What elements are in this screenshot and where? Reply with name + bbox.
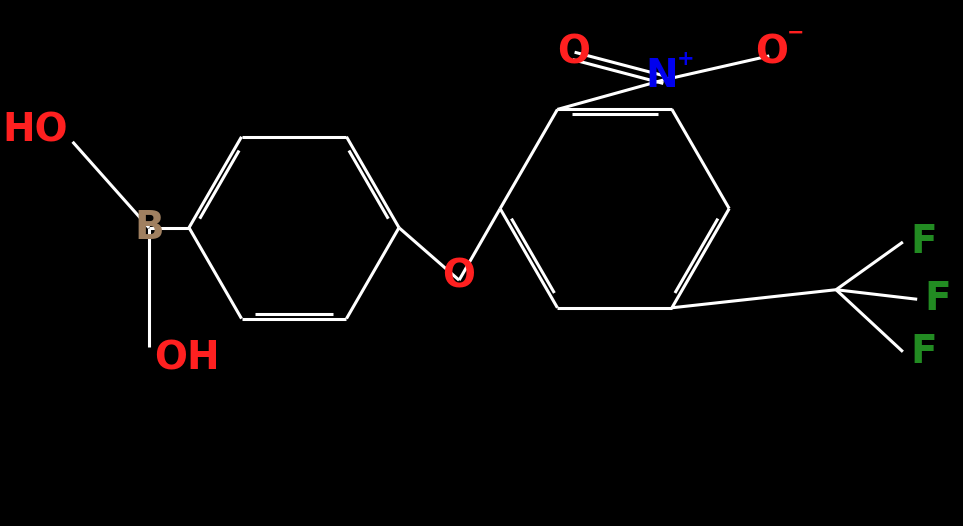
Text: O: O (558, 33, 590, 71)
Text: N: N (645, 57, 678, 95)
Text: −: − (787, 23, 805, 43)
Text: B: B (134, 209, 164, 247)
Text: OH: OH (154, 339, 220, 378)
Text: F: F (910, 223, 937, 261)
Text: O: O (443, 257, 476, 296)
Text: F: F (910, 333, 937, 371)
Text: F: F (924, 280, 951, 318)
Text: O: O (755, 33, 788, 71)
Text: HO: HO (2, 112, 67, 149)
Text: +: + (676, 49, 694, 69)
